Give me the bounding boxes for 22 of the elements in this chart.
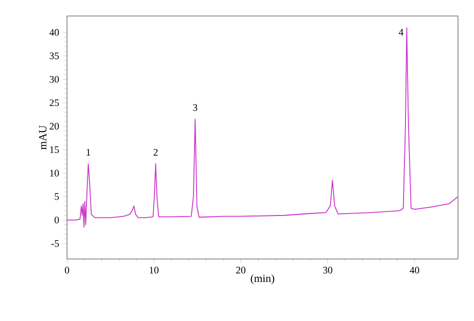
- line-series: [67, 27, 458, 228]
- annotation: 4: [398, 28, 404, 36]
- y-tick-label: -5: [51, 240, 59, 247]
- x-axis-title: (min): [250, 274, 274, 284]
- annotation: 1: [86, 148, 90, 156]
- y-tick-label: 30: [50, 76, 59, 83]
- y-tick-label: 10: [50, 170, 59, 177]
- x-tick-label: 20: [236, 266, 246, 274]
- x-tick-label: 0: [64, 266, 70, 274]
- y-tick-label: 25: [50, 99, 59, 106]
- x-tick-label: 10: [150, 266, 158, 274]
- y-tick-label: 40: [49, 29, 59, 36]
- annotation: 3: [193, 104, 198, 111]
- y-tick-label: 5: [54, 193, 59, 200]
- y-tick-label: 35: [50, 52, 59, 60]
- x-tick-label: 30: [323, 266, 332, 274]
- y-tick-label: 15: [50, 146, 59, 154]
- y-tick-label: 0: [54, 216, 59, 224]
- annotation: 2: [154, 148, 158, 156]
- x-tick-label: 40: [410, 266, 420, 274]
- y-axis-title: mAU: [39, 126, 46, 150]
- y-tick-label: 20: [50, 122, 59, 130]
